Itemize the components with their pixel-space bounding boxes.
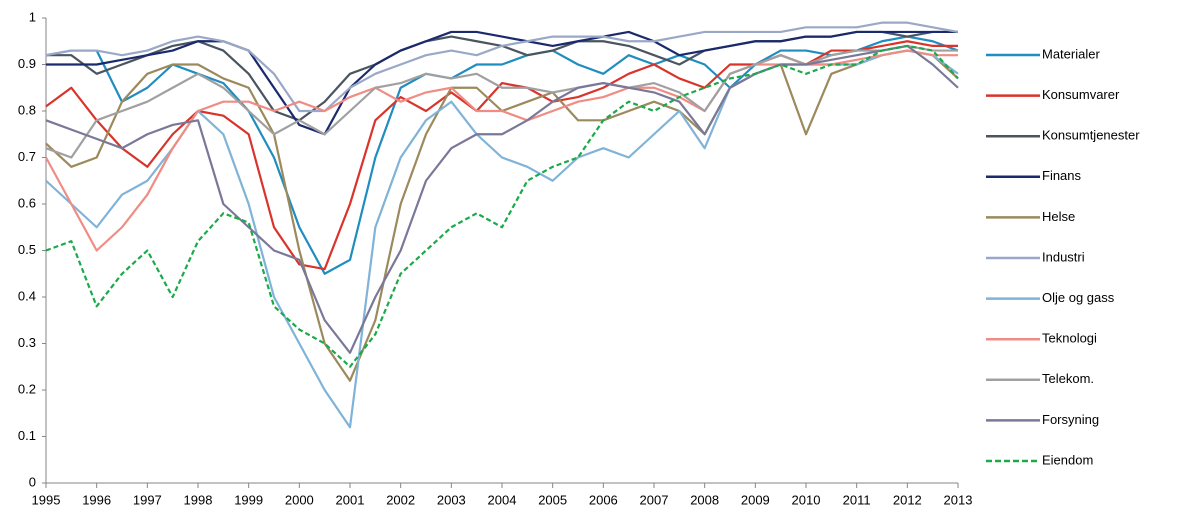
y-tick-label: 0.7 <box>18 149 36 164</box>
x-tick-label: 1996 <box>82 492 111 507</box>
x-tick-label: 1995 <box>32 492 61 507</box>
legend-label: Eiendom <box>1042 452 1093 467</box>
legend-label: Telekom. <box>1042 371 1094 386</box>
x-tick-label: 2011 <box>843 492 871 507</box>
y-tick-label: 0.1 <box>18 428 36 443</box>
y-tick-label: 0.6 <box>18 195 36 210</box>
x-tick-label: 2007 <box>640 492 669 507</box>
series-line <box>45 21 959 113</box>
x-tick-label: 2002 <box>386 492 415 507</box>
y-tick-label: 0.2 <box>18 381 36 396</box>
x-tick-label: 1997 <box>133 492 162 507</box>
x-tick-label: 2010 <box>792 492 821 507</box>
x-tick-label: 2001 <box>336 492 365 507</box>
y-tick-label: 0.9 <box>18 56 36 71</box>
series-line <box>45 35 959 275</box>
x-tick-label: 1998 <box>184 492 213 507</box>
y-tick-label: 0.5 <box>18 242 36 257</box>
x-tick-label: 2008 <box>690 492 719 507</box>
y-tick-label: 0.8 <box>18 102 36 117</box>
y-tick-label: 0 <box>29 474 36 489</box>
x-tick-label: 2004 <box>488 492 517 507</box>
x-tick-label: 2006 <box>589 492 618 507</box>
legend-label: Finans <box>1042 168 1082 183</box>
legend-label: Konsumvarer <box>1042 87 1120 102</box>
legend-label: Industri <box>1042 249 1085 264</box>
series-line <box>45 40 958 271</box>
x-tick-label: 2000 <box>285 492 314 507</box>
y-tick-label: 0.4 <box>18 288 36 303</box>
y-tick-label: 1 <box>29 9 36 24</box>
series-line <box>45 49 959 382</box>
legend-label: Teknologi <box>1042 331 1097 346</box>
x-tick-label: 2013 <box>944 492 973 507</box>
series-line <box>46 30 958 136</box>
legend-label: Forsyning <box>1042 412 1099 427</box>
legend-label: Konsumtjenester <box>1042 128 1140 143</box>
x-tick-label: 1999 <box>234 492 263 507</box>
x-tick-label: 2009 <box>741 492 770 507</box>
y-tick-label: 0.3 <box>18 335 36 350</box>
x-tick-label: 2012 <box>893 492 922 507</box>
legend-label: Olje og gass <box>1042 290 1115 305</box>
x-tick-label: 2003 <box>437 492 466 507</box>
series-line <box>45 44 959 354</box>
series-line <box>45 49 959 429</box>
series-line <box>45 49 958 252</box>
legend-label: Materialer <box>1042 46 1100 61</box>
series-line <box>45 44 959 368</box>
legend-label: Helse <box>1042 209 1075 224</box>
x-tick-label: 2005 <box>538 492 567 507</box>
